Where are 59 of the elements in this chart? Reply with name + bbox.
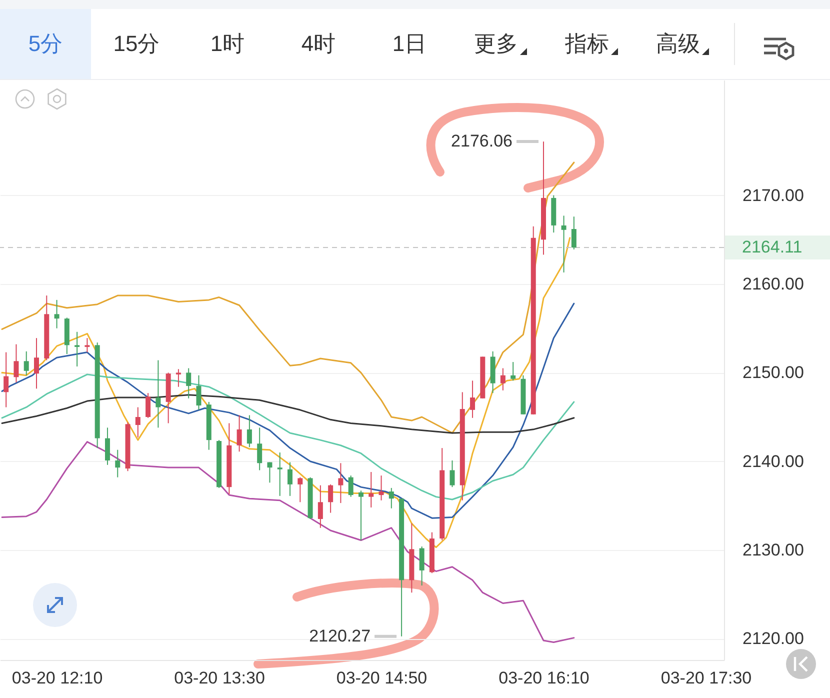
- candlestick: [84, 338, 90, 353]
- candlestick: [186, 368, 192, 399]
- candlestick: [571, 216, 576, 250]
- candlestick: [277, 452, 282, 496]
- candlestick: [14, 344, 19, 383]
- candlestick: [328, 484, 334, 514]
- text: 5分: [28, 30, 63, 58]
- candlestick: [470, 380, 476, 418]
- candlestick: [450, 460, 455, 488]
- candlestick: [4, 352, 9, 408]
- candlestick: [176, 368, 181, 388]
- text: 4时: [301, 30, 336, 58]
- candlestick: [267, 462, 272, 484]
- candlestick: [34, 338, 40, 390]
- candlestick: [298, 476, 303, 503]
- candlestick: [419, 546, 424, 586]
- candlestick: [236, 414, 242, 452]
- y-tick-label: 2130.00: [742, 540, 804, 560]
- x-tick-label: 03-20 14:50: [336, 668, 428, 688]
- candlestick: [368, 471, 374, 508]
- candlestick: [318, 484, 323, 528]
- annotation: 2120.27: [309, 626, 371, 646]
- candlestick: [378, 475, 384, 501]
- text: 15分: [113, 30, 160, 58]
- candlestick: [348, 475, 354, 498]
- candlestick: [338, 462, 344, 504]
- candlestick: [388, 487, 394, 509]
- candlestick: [257, 427, 262, 471]
- x-tick-label: 03-20 16:10: [498, 668, 590, 688]
- candlestick: [358, 490, 364, 541]
- candlestick: [500, 368, 506, 391]
- text: 1时: [210, 30, 245, 58]
- candlestick: [54, 299, 60, 329]
- x-tick-label: 03-20 17:30: [660, 668, 752, 688]
- y-tick-label: 2160.00: [742, 274, 804, 294]
- x-tick-label: 03-20 12:10: [12, 668, 103, 688]
- annotation: 2176.06: [451, 132, 513, 151]
- candlestick: [104, 427, 110, 466]
- candlestick: [510, 362, 516, 382]
- candlestick: [561, 215, 566, 273]
- candlestick: [156, 360, 161, 428]
- y-tick-label: 2120.00: [742, 629, 804, 648]
- candlestick: [196, 374, 202, 410]
- candlestick: [74, 331, 80, 367]
- text: 1日: [392, 30, 427, 58]
- ref-line-label: 2164.11: [742, 238, 802, 257]
- x-tick-label: 03-20 13:30: [174, 668, 265, 688]
- candlestick: [135, 406, 140, 438]
- text: 指标: [565, 30, 609, 58]
- y-tick-label: 2170.00: [742, 186, 804, 205]
- candlestick: [146, 392, 151, 418]
- y-tick-label: 2150.00: [742, 363, 804, 382]
- candlestick: [24, 350, 29, 376]
- y-tick-label: 2140.00: [742, 452, 804, 471]
- candlestick: [115, 449, 120, 478]
- candlestick: [288, 462, 293, 496]
- text: 更多: [474, 30, 518, 58]
- candlestick: [246, 414, 252, 448]
- text: 高级: [656, 30, 700, 58]
